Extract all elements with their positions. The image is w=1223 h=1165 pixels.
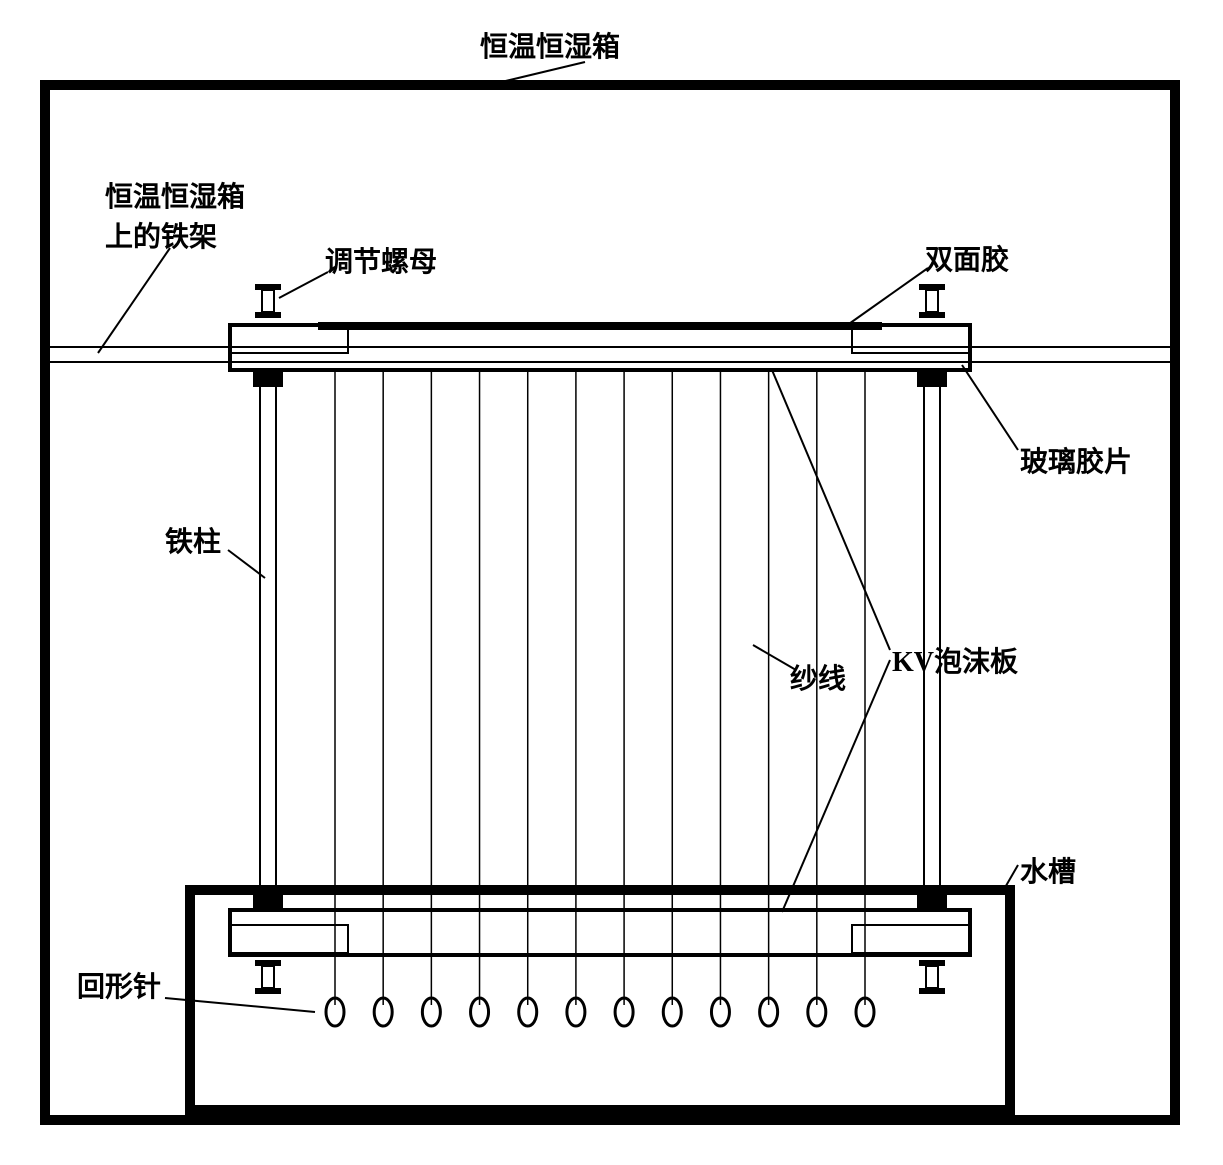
- spacer-tr: [917, 370, 947, 387]
- leader-frame_on_box: [98, 248, 170, 353]
- label-glass-film: 玻璃胶片: [1020, 440, 1132, 480]
- label-frame-on-box: 恒温恒湿箱 上的铁架: [105, 175, 245, 255]
- leader-double_sided_tape: [846, 268, 928, 326]
- tape-strip: [318, 322, 882, 330]
- label-title: 恒温恒湿箱: [480, 25, 620, 65]
- yarns-group: [326, 372, 874, 1026]
- label-kv-foam-board: KV泡沫板: [892, 640, 1018, 680]
- bottom-foam-board: [230, 910, 970, 955]
- label-double-sided-tape: 双面胶: [925, 238, 1009, 278]
- glass-film-bl: [230, 925, 348, 953]
- spacer-bl: [253, 893, 283, 910]
- nut-top-right: [919, 284, 945, 318]
- water-tank: [190, 890, 1010, 1110]
- nut-bottom-left: [255, 960, 281, 994]
- label-water-tank: 水槽: [1020, 850, 1076, 890]
- label-yarn: 纱线: [790, 657, 846, 697]
- label-iron-pillar: 铁柱: [165, 520, 221, 560]
- nut-bottom-right: [919, 960, 945, 994]
- spacer-br: [917, 893, 947, 910]
- spacer-tl: [253, 370, 283, 387]
- leader-glass_film: [962, 365, 1018, 450]
- label-paper-clip: 回形针: [77, 965, 161, 1005]
- glass-film-br: [852, 925, 970, 953]
- label-adjusting-nut: 调节螺母: [325, 240, 437, 280]
- leader-kv_foam_board_upper: [772, 370, 890, 650]
- leader-adjusting_nut: [279, 272, 328, 298]
- leader-kv_foam_board_lower: [782, 660, 890, 912]
- apparatus-diagram: 恒温恒湿箱 恒温恒湿箱 上的铁架 调节螺母 双面胶 玻璃胶片 铁柱 纱线 KV泡…: [20, 20, 1203, 1145]
- nut-top-left: [255, 284, 281, 318]
